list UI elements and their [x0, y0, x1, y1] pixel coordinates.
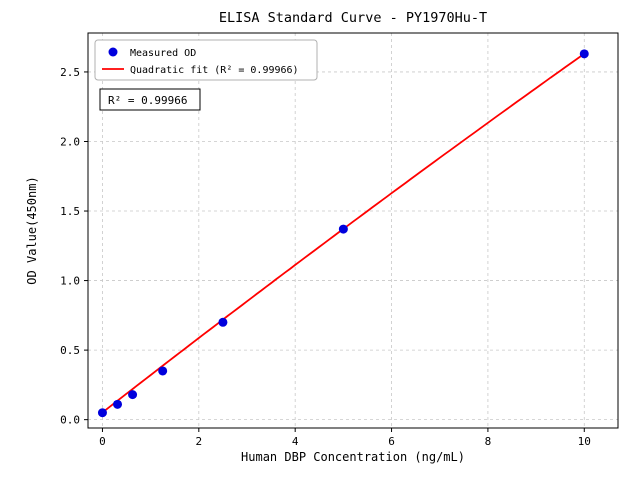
legend-box	[94, 39, 318, 81]
legend-scatter-marker	[108, 47, 118, 57]
x-axis-label: Human DBP Concentration (ng/mL)	[241, 450, 465, 464]
y-tick-label: 2.5	[60, 66, 80, 79]
x-tick-label: 6	[388, 435, 395, 448]
plot-frame	[87, 32, 619, 429]
data-point	[579, 49, 589, 59]
scatter-series	[97, 49, 589, 418]
x-tick-label: 8	[485, 435, 492, 448]
ticks	[84, 71, 585, 432]
x-tick-label: 0	[99, 435, 106, 448]
data-point	[97, 408, 107, 418]
y-tick-label: 0.5	[60, 344, 80, 357]
legend-label-fit: Quadratic fit (R² = 0.99966)	[130, 65, 299, 76]
annotation-box	[99, 88, 201, 111]
data-point	[338, 224, 348, 234]
legend: Measured OD Quadratic fit (R² = 0.99966)	[94, 39, 318, 81]
legend-label-measured: Measured OD	[130, 48, 196, 59]
y-tick-label: 1.5	[60, 205, 80, 218]
y-tick-label: 0.0	[60, 414, 80, 427]
data-point	[113, 399, 123, 409]
data-point	[128, 390, 138, 400]
x-tick-label: 2	[196, 435, 203, 448]
y-tick-label: 1.0	[60, 275, 80, 288]
data-point	[218, 317, 228, 327]
y-tick-label: 2.0	[60, 135, 80, 148]
r-squared-text: R² = 0.99966	[108, 94, 187, 107]
tick-labels: 0 2 4 6 8 10 0.0 0.5 1.0 1.5 2.0 2.5	[60, 66, 591, 448]
x-tick-label: 10	[578, 435, 591, 448]
chart-title: ELISA Standard Curve - PY1970Hu-T	[219, 10, 487, 26]
x-tick-label: 4	[292, 435, 299, 448]
gridlines	[88, 33, 618, 428]
annotation: R² = 0.99966	[99, 88, 201, 111]
data-point	[158, 366, 168, 376]
y-axis-label: OD Value(450nm)	[25, 176, 39, 284]
